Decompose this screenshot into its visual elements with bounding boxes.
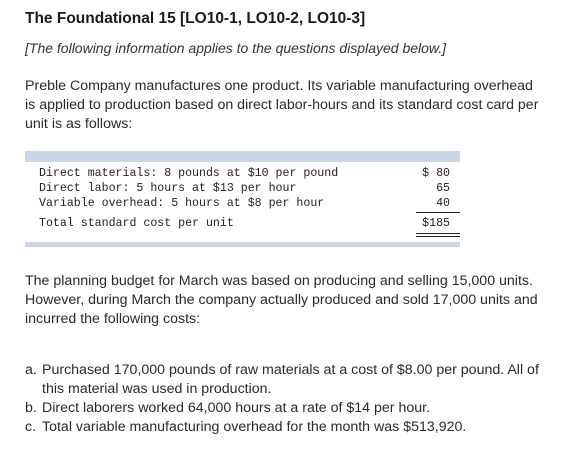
table-header-band (25, 151, 460, 162)
list-marker: c. (25, 419, 37, 435)
page-title: The Foundational 15 [LO10-1, LO10-2, LO1… (25, 10, 366, 27)
cost-row-label: Direct materials: 8 pounds at $10 per po… (39, 167, 339, 180)
cost-row-amount: 65 (436, 182, 450, 195)
total-row-amount: $185 (422, 217, 450, 230)
subtotal-underline (416, 212, 460, 213)
list-marker: a. (25, 362, 37, 378)
total-double-underline (416, 236, 460, 237)
cost-row-label: Direct labor: 5 hours at $13 per hour (39, 182, 297, 195)
total-double-underline (416, 233, 460, 234)
list-marker: b. (25, 400, 37, 416)
list-item: c. Total variable manufacturing overhead… (25, 418, 555, 437)
list-item-text: Total variable manufacturing overhead fo… (42, 419, 467, 435)
cost-row-label: Variable overhead: 5 hours at $8 per hou… (39, 197, 325, 210)
intro-paragraph: Preble Company manufactures one product.… (25, 78, 539, 132)
list-item: b. Direct laborers worked 64,000 hours a… (25, 399, 555, 418)
list-item: a. Purchased 170,000 pounds of raw mater… (25, 361, 555, 399)
cost-row-amount: $ 80 (422, 167, 450, 180)
list-item-text: Purchased 170,000 pounds of raw material… (42, 362, 539, 397)
planning-paragraph: The planning budget for March was based … (25, 273, 538, 327)
total-row-label: Total standard cost per unit (39, 217, 234, 230)
table-footer-band (25, 242, 460, 247)
instruction-note: [The following information applies to th… (25, 40, 447, 56)
cost-row-amount: 40 (436, 197, 450, 210)
cost-list: a. Purchased 170,000 pounds of raw mater… (25, 361, 555, 437)
standard-cost-card: Direct materials: 8 pounds at $10 per po… (25, 151, 460, 247)
list-item-text: Direct laborers worked 64,000 hours at a… (42, 400, 431, 416)
